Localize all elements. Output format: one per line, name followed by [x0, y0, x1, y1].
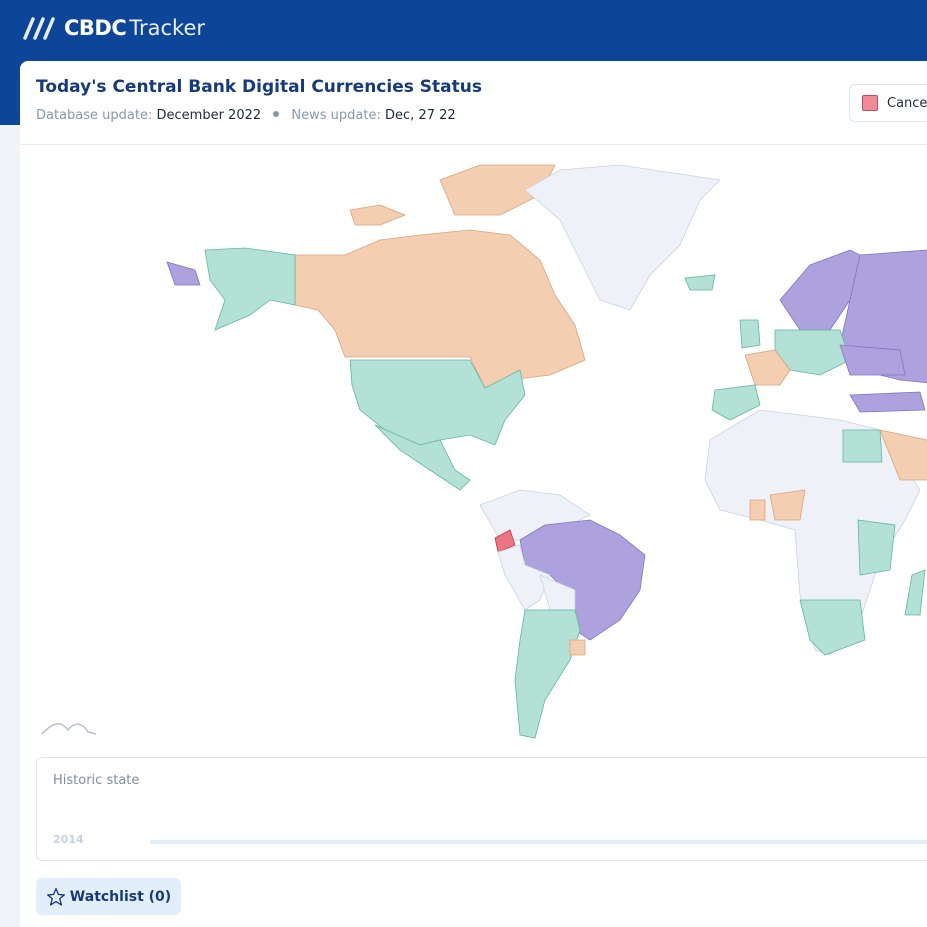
country[interactable]: [744, 349, 791, 386]
country[interactable]: [904, 569, 926, 616]
country[interactable]: [294, 229, 586, 389]
logo-bold: CBDC: [64, 16, 127, 40]
country[interactable]: [166, 261, 201, 286]
country[interactable]: [879, 429, 927, 481]
country[interactable]: [749, 499, 766, 521]
news-label: News update:: [291, 108, 381, 123]
star-icon: [46, 887, 65, 906]
legend-swatch: [862, 95, 878, 111]
country[interactable]: [569, 639, 586, 656]
country[interactable]: [684, 274, 716, 291]
legend-label: Cancel: [887, 95, 927, 111]
news-value: Dec, 27 22: [385, 108, 456, 123]
status-card: Today's Central Bank Digital Currencies …: [20, 61, 927, 927]
watchlist-button[interactable]: Watchlist (0): [36, 878, 181, 915]
country[interactable]: [839, 344, 906, 376]
country[interactable]: [842, 429, 883, 463]
country[interactable]: [494, 529, 516, 553]
database-label: Database update:: [36, 108, 153, 123]
legend-item[interactable]: Cancel: [849, 84, 927, 122]
country[interactable]: [739, 319, 761, 349]
timeline-start-year: 2014: [53, 833, 84, 846]
country[interactable]: [799, 599, 866, 656]
country[interactable]: [769, 489, 806, 521]
country[interactable]: [349, 359, 526, 446]
watchlist-label: Watchlist (0): [69, 888, 172, 905]
country[interactable]: [374, 424, 471, 491]
update-info: Database update: December 2022 News upda…: [36, 108, 456, 123]
country[interactable]: [711, 384, 761, 421]
country[interactable]: [524, 164, 721, 311]
map-logo: [41, 723, 97, 735]
card-title: Today's Central Bank Digital Currencies …: [36, 77, 482, 97]
separator: [273, 111, 280, 117]
logo-icon: [23, 17, 55, 40]
logo-light: Tracker: [129, 16, 206, 40]
country[interactable]: [204, 247, 296, 331]
timeline-label: Historic state: [53, 773, 140, 788]
country[interactable]: [849, 391, 926, 413]
logo[interactable]: CBDC Tracker: [22, 12, 205, 44]
world-map: [41, 164, 927, 739]
divider: [20, 144, 927, 145]
country[interactable]: [857, 519, 896, 576]
country[interactable]: [514, 609, 581, 739]
country[interactable]: [349, 204, 407, 226]
timeline-track[interactable]: [150, 840, 927, 844]
timeline: Historic state 2014: [36, 757, 927, 861]
database-value: December 2022: [156, 108, 262, 123]
